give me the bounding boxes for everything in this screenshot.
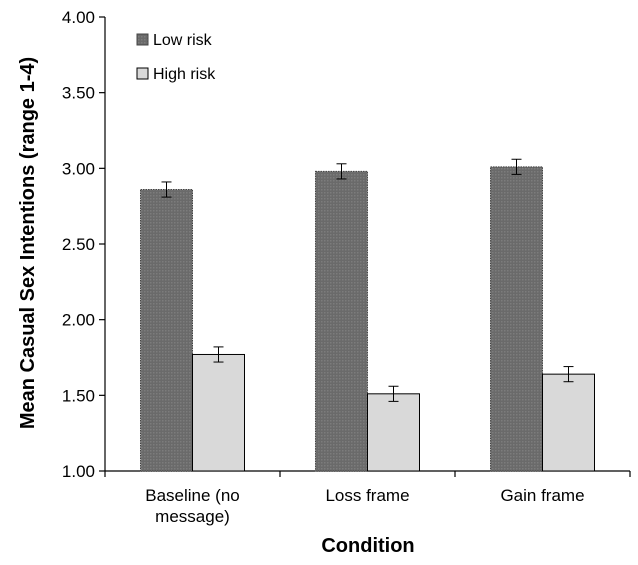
bar-high-risk	[542, 373, 595, 472]
x-category-label: Loss frame	[325, 486, 409, 505]
bar-low-risk	[490, 166, 543, 472]
y-tick-label: 2.50	[62, 235, 95, 254]
y-tick-label: 2.00	[62, 311, 95, 330]
y-tick-label: 3.50	[62, 84, 95, 103]
y-tick-label: 1.50	[62, 386, 95, 405]
bar-high-risk	[367, 393, 420, 472]
bar-high-risk	[192, 353, 245, 472]
legend-swatch	[136, 67, 149, 80]
y-tick-label: 3.00	[62, 159, 95, 178]
x-category-label: Baseline (no message)	[145, 486, 240, 526]
y-tick-label: 4.00	[62, 8, 95, 27]
legend-label: High risk	[153, 66, 216, 83]
y-tick-label: 1.00	[62, 462, 95, 481]
x-axis-title: Condition	[321, 535, 414, 557]
bar-low-risk	[315, 170, 368, 472]
legend-swatch	[136, 33, 149, 46]
x-category-label: Gain frame	[500, 486, 584, 505]
bar-low-risk	[140, 189, 193, 472]
legend-label: Low risk	[153, 32, 213, 49]
y-axis-title: Mean Casual Sex Intentions (range 1-4)	[17, 57, 39, 429]
